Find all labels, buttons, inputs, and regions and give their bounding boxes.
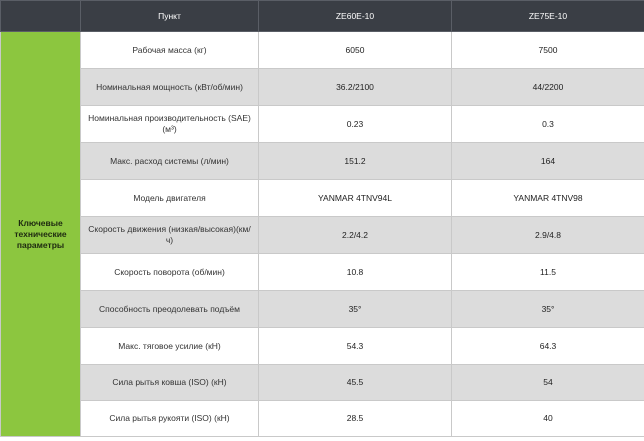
row-value-b: YANMAR 4TNV98 — [451, 179, 644, 217]
row-label: Сила рытья рукояти (ISO) (кН) — [80, 400, 259, 437]
row-label: Модель двигателя — [80, 179, 259, 217]
row-value-b: 2.9/4.8 — [451, 216, 644, 254]
header-model-b: ZE75E-10 — [451, 0, 644, 32]
row-value-b: 7500 — [451, 31, 644, 69]
row-label: Скорость поворота (об/мин) — [80, 253, 259, 291]
header-row: Пункт ZE60E-10 ZE75E-10 — [0, 0, 644, 32]
row-label: Рабочая масса (кг) — [80, 31, 259, 69]
table-row: Способность преодолевать подъём 35° 35° — [1, 290, 644, 328]
row-label: Макс. тяговое усилие (кН) — [80, 327, 259, 365]
row-value-b: 35° — [451, 290, 644, 328]
table-row: Макс. расход системы (л/мин) 151.2 164 — [1, 142, 644, 180]
row-value-b: 54 — [451, 364, 644, 401]
row-value-b: 40 — [451, 400, 644, 437]
row-label: Макс. расход системы (л/мин) — [80, 142, 259, 180]
table-row: Номинальная производительность (SAE) (м³… — [1, 105, 644, 143]
header-model-a: ZE60E-10 — [258, 0, 452, 32]
header-corner — [0, 0, 81, 32]
row-value-a: 54.3 — [258, 327, 452, 365]
row-value-a: 36.2/2100 — [258, 68, 452, 106]
table-row: Сила рытья ковша (ISO) (кН) 45.5 54 — [1, 364, 644, 401]
row-value-a: YANMAR 4TNV94L — [258, 179, 452, 217]
row-value-a: 2.2/4.2 — [258, 216, 452, 254]
row-value-a: 151.2 — [258, 142, 452, 180]
table-row: Скорость поворота (об/мин) 10.8 11.5 — [1, 253, 644, 291]
row-value-a: 10.8 — [258, 253, 452, 291]
row-label: Номинальная мощность (кВт/об/мин) — [80, 68, 259, 106]
table-row: Модель двигателя YANMAR 4TNV94L YANMAR 4… — [1, 179, 644, 217]
table-row: Сила рытья рукояти (ISO) (кН) 28.5 40 — [1, 400, 644, 437]
table-row: Макс. тяговое усилие (кН) 54.3 64.3 — [1, 327, 644, 365]
row-value-a: 0.23 — [258, 105, 452, 143]
row-label: Сила рытья ковша (ISO) (кН) — [80, 364, 259, 401]
table-row: Номинальная мощность (кВт/об/мин) 36.2/2… — [1, 68, 644, 106]
row-label: Скорость движения (низкая/высокая)(км/ч) — [80, 216, 259, 254]
table-row: Скорость движения (низкая/высокая)(км/ч)… — [1, 216, 644, 254]
row-label: Номинальная производительность (SAE) (м³… — [80, 105, 259, 143]
header-item: Пункт — [80, 0, 259, 32]
row-value-b: 0.3 — [451, 105, 644, 143]
row-value-a: 35° — [258, 290, 452, 328]
row-value-b: 164 — [451, 142, 644, 180]
row-label: Способность преодолевать подъём — [80, 290, 259, 328]
row-value-b: 64.3 — [451, 327, 644, 365]
row-value-a: 28.5 — [258, 400, 452, 437]
group-label: Ключевые технические параметры — [0, 31, 81, 437]
table-row: Ключевые технические параметры Рабочая м… — [0, 31, 644, 437]
row-value-b: 44/2200 — [451, 68, 644, 106]
row-value-b: 11.5 — [451, 253, 644, 291]
row-value-a: 45.5 — [258, 364, 452, 401]
row-value-a: 6050 — [258, 31, 452, 69]
